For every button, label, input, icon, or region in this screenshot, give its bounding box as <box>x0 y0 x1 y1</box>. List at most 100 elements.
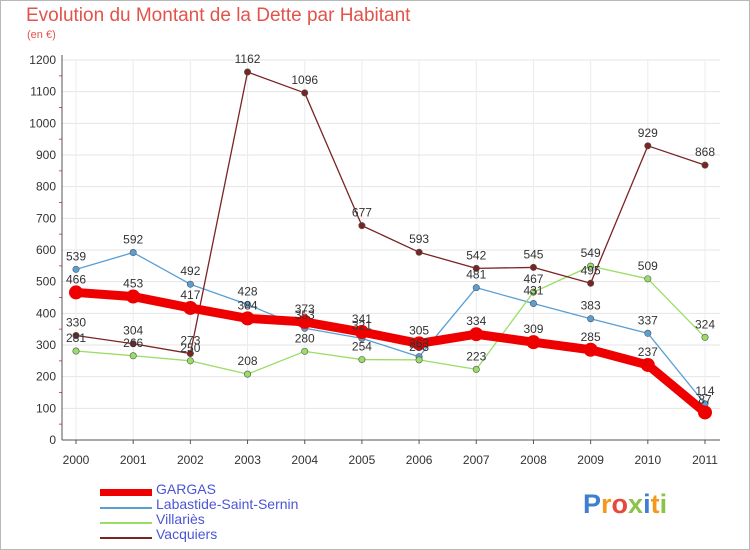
y-tick-label: 600 <box>36 243 56 257</box>
data-point <box>701 333 709 341</box>
x-tick-label: 2003 <box>234 453 261 467</box>
data-label: 545 <box>523 247 543 261</box>
data-point <box>472 284 480 292</box>
y-tick-label: 900 <box>36 148 56 162</box>
data-label: 330 <box>66 316 86 330</box>
data-label: 223 <box>466 349 486 363</box>
data-label: 337 <box>638 313 658 327</box>
data-point <box>529 263 537 271</box>
data-label: 87 <box>698 392 712 406</box>
series-line-3 <box>75 71 706 355</box>
x-tick-label: 2011 <box>692 453 718 467</box>
data-point <box>412 336 427 351</box>
y-tick-label: 100 <box>36 401 56 415</box>
series-line-0 <box>71 287 710 417</box>
data-label: 677 <box>352 206 372 220</box>
data-point <box>358 222 366 230</box>
data-label: 593 <box>409 232 429 246</box>
legend-swatch-vacquiers <box>100 537 152 539</box>
data-label: 341 <box>352 312 372 326</box>
data-point <box>72 331 80 339</box>
data-point <box>129 249 137 257</box>
data-label: 280 <box>295 331 315 345</box>
logo-letter: r <box>601 489 612 519</box>
data-point <box>644 329 652 337</box>
data-label: 417 <box>180 288 200 302</box>
logo-letter: t <box>650 489 660 519</box>
logo-letter: P <box>583 489 602 519</box>
data-label: 492 <box>180 264 200 278</box>
y-tick-label: 300 <box>36 338 56 352</box>
data-label: 383 <box>581 299 601 313</box>
data-label: 509 <box>638 259 658 273</box>
data-point <box>701 161 709 169</box>
y-tick-label: 200 <box>36 370 56 384</box>
data-point <box>301 347 309 355</box>
data-label: 304 <box>123 324 143 338</box>
data-point <box>129 352 137 360</box>
y-tick-label: 0 <box>49 433 56 447</box>
data-label: 481 <box>466 268 486 282</box>
data-label: 428 <box>238 284 258 298</box>
data-label: 321 <box>352 318 372 332</box>
data-point <box>126 289 141 304</box>
data-point <box>244 370 252 378</box>
y-tick-label: 700 <box>36 211 56 225</box>
data-label: 273 <box>180 334 200 348</box>
y-tick-label: 500 <box>36 275 56 289</box>
data-point <box>186 357 194 365</box>
data-point <box>529 288 537 296</box>
data-label: 263 <box>409 337 429 351</box>
data-label: 1162 <box>235 52 261 66</box>
data-point <box>587 262 595 270</box>
data-label: 305 <box>409 323 429 337</box>
legend-label-vacquiers: Vacquiers <box>156 526 218 542</box>
x-tick-label: 2004 <box>291 453 318 467</box>
data-label: 285 <box>581 330 601 344</box>
data-point <box>186 280 194 288</box>
data-point <box>183 300 198 315</box>
data-point <box>469 327 484 342</box>
data-label: 334 <box>466 314 486 328</box>
data-point <box>644 275 652 283</box>
data-label: 208 <box>238 354 258 368</box>
legend-label-labastide: Labastide-Saint-Sernin <box>156 496 299 512</box>
x-tick-label: 2009 <box>577 453 604 467</box>
x-tick-label: 2002 <box>177 453 204 467</box>
data-point <box>415 356 423 364</box>
data-label: 384 <box>238 298 258 312</box>
data-point <box>587 315 595 323</box>
x-tick-label: 2007 <box>463 453 490 467</box>
logo-letter: o <box>611 489 629 519</box>
data-label: 237 <box>638 345 658 359</box>
data-point <box>72 347 80 355</box>
data-point <box>240 311 255 326</box>
y-tick-label: 1100 <box>30 85 56 99</box>
data-point <box>526 335 541 350</box>
data-label: 929 <box>638 126 658 140</box>
data-label: 309 <box>523 322 543 336</box>
x-tick-label: 2005 <box>349 453 376 467</box>
data-label: 868 <box>695 145 715 159</box>
legend-swatch-villaries <box>100 522 152 524</box>
y-tick-label: 800 <box>36 180 56 194</box>
data-point <box>583 342 598 357</box>
chart-title: Evolution du Montant de la Dette par Hab… <box>26 5 411 26</box>
x-tick-label: 2000 <box>63 453 90 467</box>
data-point <box>244 300 252 308</box>
x-tick-label: 2008 <box>520 453 547 467</box>
data-label: 373 <box>295 302 315 316</box>
data-point <box>354 325 369 340</box>
y-tick-label: 1000 <box>29 116 56 130</box>
legend-label-gargas: GARGAS <box>156 481 216 497</box>
data-label: 114 <box>695 384 714 398</box>
data-label: 281 <box>66 331 86 345</box>
data-label: 254 <box>352 340 372 354</box>
series-line-2 <box>75 265 706 375</box>
legend-swatch-gargas <box>100 489 152 496</box>
x-tick-label: 2010 <box>634 453 661 467</box>
data-label: 466 <box>66 272 86 286</box>
data-label: 253 <box>409 340 429 354</box>
data-label: 324 <box>695 317 715 331</box>
